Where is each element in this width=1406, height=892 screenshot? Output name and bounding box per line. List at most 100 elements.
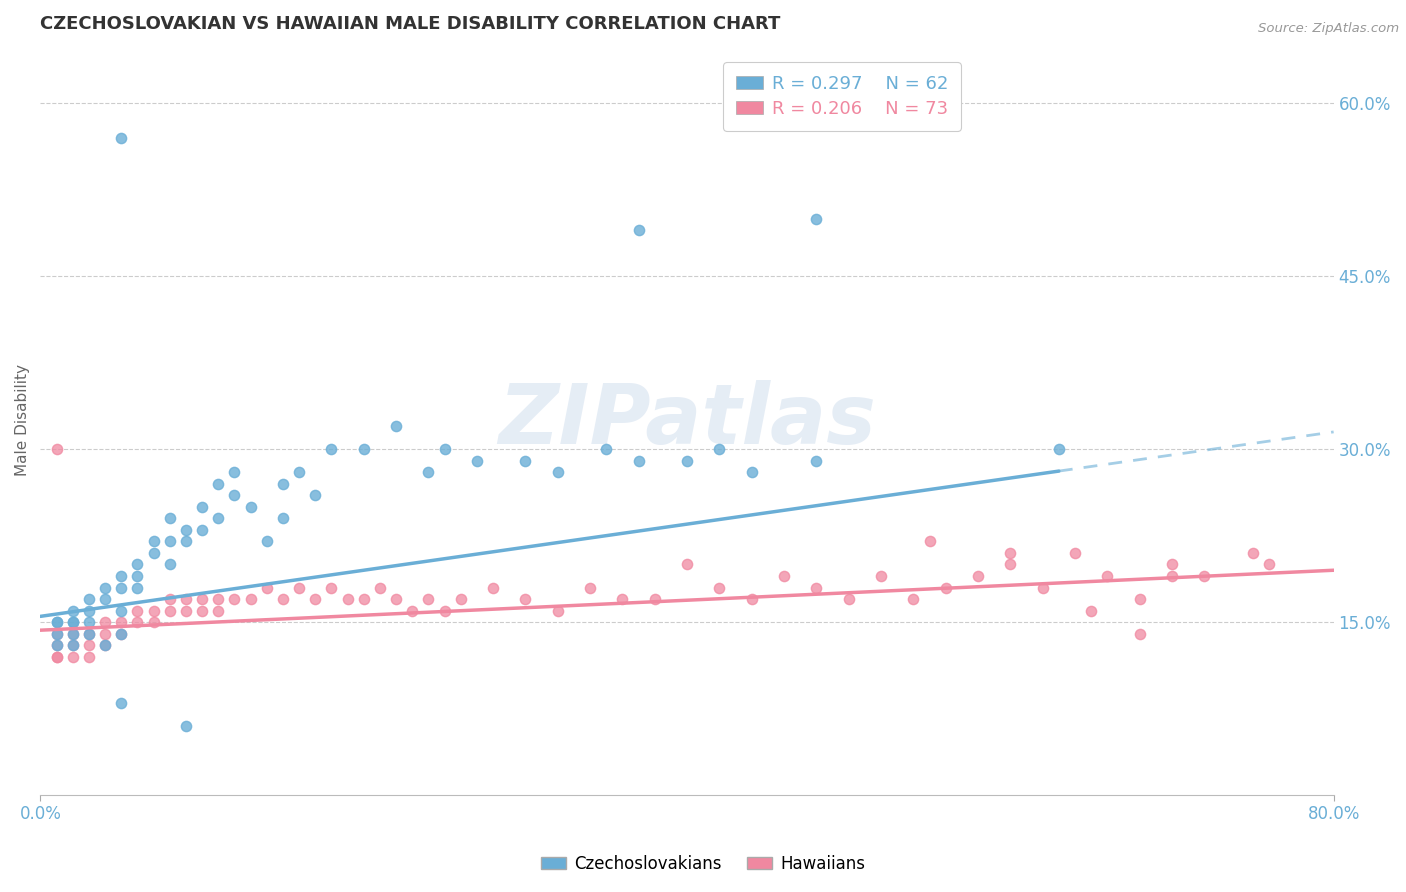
Point xyxy=(288,581,311,595)
Point xyxy=(903,592,925,607)
Point xyxy=(45,442,67,457)
Point xyxy=(174,592,197,607)
Point xyxy=(870,569,893,583)
Point xyxy=(62,626,84,640)
Point xyxy=(271,511,294,525)
Point xyxy=(127,569,149,583)
Point xyxy=(110,626,132,640)
Point xyxy=(45,615,67,629)
Point xyxy=(838,592,860,607)
Point xyxy=(1080,604,1102,618)
Point xyxy=(918,534,941,549)
Y-axis label: Male Disability: Male Disability xyxy=(15,364,30,476)
Point xyxy=(110,615,132,629)
Point xyxy=(256,581,278,595)
Point xyxy=(353,592,375,607)
Point xyxy=(94,626,117,640)
Legend: R = 0.297    N = 62, R = 0.206    N = 73: R = 0.297 N = 62, R = 0.206 N = 73 xyxy=(723,62,962,131)
Legend: Czechoslovakians, Hawaiians: Czechoslovakians, Hawaiians xyxy=(534,848,872,880)
Point xyxy=(77,615,100,629)
Point xyxy=(77,626,100,640)
Point xyxy=(401,604,423,618)
Point xyxy=(45,615,67,629)
Point xyxy=(191,592,214,607)
Point xyxy=(385,419,408,434)
Point xyxy=(191,500,214,514)
Point xyxy=(450,592,472,607)
Point xyxy=(77,592,100,607)
Point xyxy=(595,442,617,457)
Point xyxy=(45,626,67,640)
Point xyxy=(174,604,197,618)
Point xyxy=(304,488,326,502)
Point xyxy=(676,453,699,467)
Point xyxy=(1000,558,1022,572)
Point xyxy=(709,581,731,595)
Point xyxy=(304,592,326,607)
Point xyxy=(45,626,67,640)
Text: CZECHOSLOVAKIAN VS HAWAIIAN MALE DISABILITY CORRELATION CHART: CZECHOSLOVAKIAN VS HAWAIIAN MALE DISABIL… xyxy=(41,15,780,33)
Point xyxy=(644,592,666,607)
Point xyxy=(1258,558,1281,572)
Point xyxy=(1097,569,1119,583)
Point xyxy=(288,465,311,479)
Point xyxy=(418,465,440,479)
Point xyxy=(110,131,132,145)
Point xyxy=(127,615,149,629)
Point xyxy=(94,592,117,607)
Point xyxy=(142,534,165,549)
Point xyxy=(1241,546,1264,560)
Point xyxy=(142,604,165,618)
Point xyxy=(77,649,100,664)
Point xyxy=(207,592,229,607)
Point xyxy=(94,615,117,629)
Point xyxy=(1194,569,1216,583)
Point xyxy=(806,211,828,226)
Point xyxy=(62,615,84,629)
Point xyxy=(62,626,84,640)
Point xyxy=(45,638,67,652)
Point xyxy=(385,592,408,607)
Point xyxy=(174,523,197,537)
Point xyxy=(142,546,165,560)
Point xyxy=(1129,592,1152,607)
Point xyxy=(94,581,117,595)
Point xyxy=(627,453,650,467)
Point xyxy=(62,604,84,618)
Point xyxy=(110,696,132,710)
Text: ZIPatlas: ZIPatlas xyxy=(498,380,876,461)
Point xyxy=(1047,442,1070,457)
Point xyxy=(515,592,537,607)
Point xyxy=(741,592,763,607)
Point xyxy=(127,581,149,595)
Point xyxy=(336,592,359,607)
Point xyxy=(709,442,731,457)
Point xyxy=(45,649,67,664)
Point xyxy=(191,604,214,618)
Point xyxy=(806,581,828,595)
Point xyxy=(612,592,634,607)
Point xyxy=(110,626,132,640)
Point xyxy=(110,604,132,618)
Point xyxy=(321,581,343,595)
Point xyxy=(1000,546,1022,560)
Point xyxy=(127,604,149,618)
Point xyxy=(773,569,796,583)
Point xyxy=(433,442,456,457)
Point xyxy=(77,638,100,652)
Point xyxy=(77,604,100,618)
Point xyxy=(1129,626,1152,640)
Point xyxy=(967,569,990,583)
Point xyxy=(159,558,181,572)
Point xyxy=(207,476,229,491)
Point xyxy=(77,626,100,640)
Point xyxy=(224,488,246,502)
Point xyxy=(321,442,343,457)
Point xyxy=(207,604,229,618)
Point xyxy=(433,604,456,618)
Point xyxy=(159,511,181,525)
Point xyxy=(353,442,375,457)
Point xyxy=(239,592,262,607)
Point xyxy=(62,649,84,664)
Point xyxy=(110,569,132,583)
